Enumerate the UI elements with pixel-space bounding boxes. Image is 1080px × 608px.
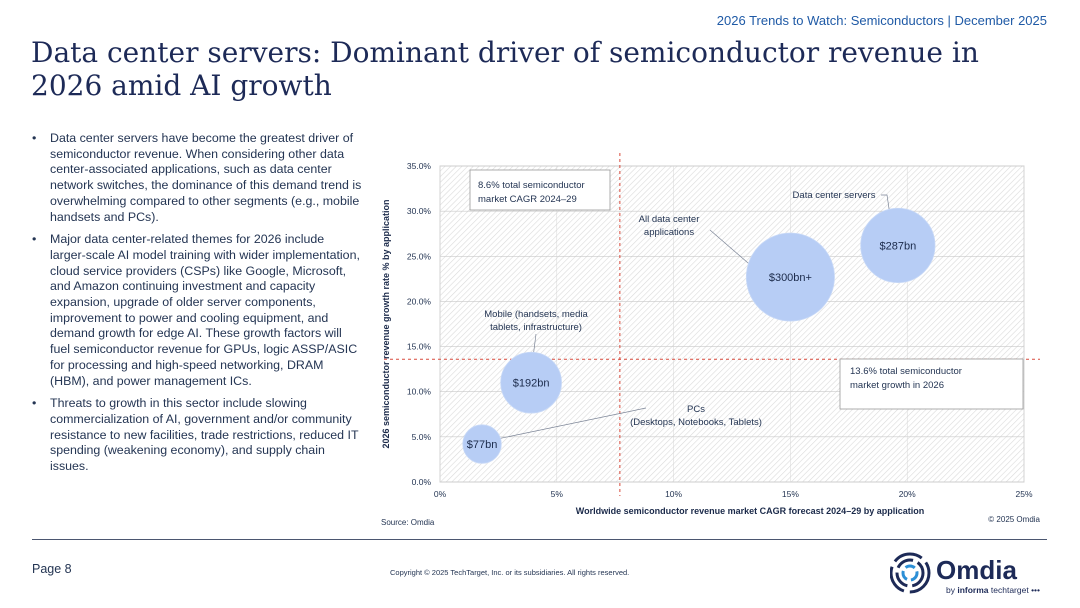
y-tick-label: 25.0% bbox=[407, 251, 432, 261]
bubble-chart: 0.0% 5.0% 10.0% 15.0% 20.0% 25.0% 30.0% 35.0% 0… bbox=[381, 153, 1041, 527]
y-tick-label: 10.0% bbox=[407, 387, 432, 397]
x-tick-label: 15% bbox=[782, 489, 799, 499]
bullet-list: Data center servers have become the grea… bbox=[32, 131, 362, 482]
x-tick-label: 0% bbox=[434, 489, 447, 499]
plot-area bbox=[439, 165, 1025, 483]
callout-label: (Desktops, Notebooks, Tablets) bbox=[630, 417, 762, 428]
page-number: Page 8 bbox=[32, 562, 72, 576]
vertical-reference-label-line1: 8.6% total semiconductor bbox=[478, 180, 585, 191]
y-tick-label: 15.0% bbox=[407, 342, 432, 352]
horizontal-reference-label-line2: market growth in 2026 bbox=[850, 380, 944, 391]
bubble bbox=[462, 424, 502, 464]
callout-label: tablets, infrastructure) bbox=[490, 322, 582, 333]
chart-copyright: © 2025 Omdia bbox=[988, 515, 1040, 524]
x-tick-label: 25% bbox=[1015, 489, 1032, 499]
bubble-value-label: $192bn bbox=[513, 378, 550, 390]
x-tick-label: 10% bbox=[665, 489, 682, 499]
callout-label: All data center bbox=[639, 214, 700, 225]
vertical-reference-label-box bbox=[469, 169, 611, 211]
logo-subline: by informa techtarget ••• bbox=[946, 585, 1040, 595]
vertical-reference-label-line2: market CAGR 2024–29 bbox=[478, 194, 577, 205]
bubble bbox=[745, 232, 835, 322]
bubble bbox=[500, 351, 562, 414]
y-tick-label: 20.0% bbox=[407, 296, 432, 306]
bullet-item: Threats to growth in this sector include… bbox=[32, 396, 362, 475]
bubble bbox=[860, 207, 936, 284]
y-tick-label: 5.0% bbox=[412, 432, 432, 442]
callout-label: applications bbox=[644, 227, 694, 238]
footer-divider bbox=[32, 539, 1047, 540]
y-tick-label: 30.0% bbox=[407, 206, 432, 216]
y-tick-label: 35.0% bbox=[407, 161, 432, 171]
horizontal-reference-label-box bbox=[839, 358, 1024, 410]
logo-wordmark: Omdia bbox=[936, 555, 1017, 585]
bubble-value-label: $300bn+ bbox=[769, 272, 812, 284]
omdia-logo: Omdia by informa techtarget ••• bbox=[890, 552, 1040, 595]
horizontal-reference-label-line1: 13.6% total semiconductor bbox=[850, 366, 962, 377]
page-title: Data center servers: Dominant driver of … bbox=[31, 36, 979, 102]
x-axis-label: Worldwide semiconductor revenue market C… bbox=[576, 506, 924, 516]
callout-label: Mobile (handsets, media bbox=[484, 309, 588, 320]
y-tick-label: 0.0% bbox=[412, 477, 432, 487]
y-axis-label: 2026 semiconductor revenue growth rate %… bbox=[381, 199, 391, 448]
bullet-item: Data center servers have become the grea… bbox=[32, 131, 362, 225]
callout-label: PCs bbox=[687, 404, 705, 415]
callout-label: Data center servers bbox=[793, 190, 876, 201]
bubble-value-label: $287bn bbox=[879, 240, 916, 252]
report-header: 2026 Trends to Watch: Semiconductors | D… bbox=[716, 13, 1047, 28]
x-tick-label: 20% bbox=[899, 489, 916, 499]
bubble-value-label: $77bn bbox=[467, 439, 498, 451]
omdia-swirl-icon bbox=[890, 552, 931, 594]
callout-leader-line bbox=[491, 407, 647, 441]
source-note: Source: Omdia bbox=[381, 518, 435, 527]
footer-copyright: Copyright © 2025 TechTarget, Inc. or its… bbox=[390, 568, 630, 577]
bullet-item: Major data center-related themes for 202… bbox=[32, 232, 362, 389]
x-tick-label: 5% bbox=[551, 489, 564, 499]
